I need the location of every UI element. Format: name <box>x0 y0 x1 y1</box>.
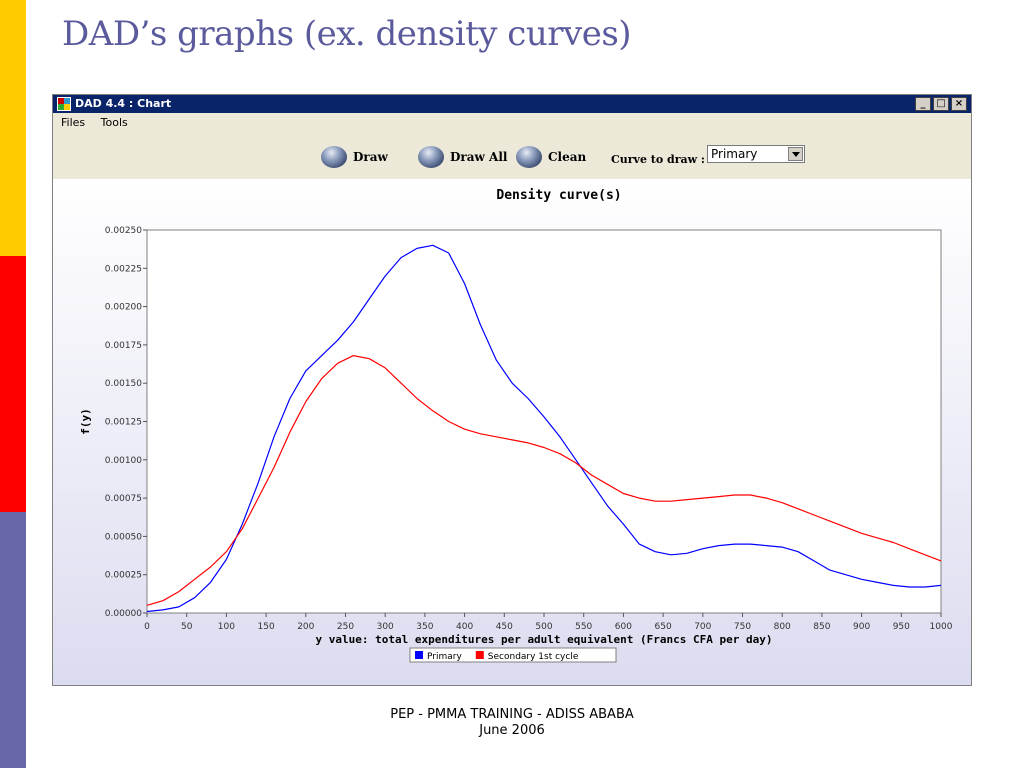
x-tick-label: 600 <box>615 622 632 632</box>
x-tick-label: 550 <box>575 622 592 632</box>
x-tick-label: 750 <box>734 622 751 632</box>
y-tick-label: 0.00200 <box>105 303 142 313</box>
window-titlebar[interactable]: DAD 4.4 : Chart _ □ × <box>53 95 971 113</box>
x-tick-label: 500 <box>535 622 552 632</box>
curve-to-draw-label: Curve to draw : <box>611 153 705 166</box>
x-tick-label: 950 <box>893 622 910 632</box>
draw-button-label: Draw <box>353 150 388 164</box>
chevron-down-icon[interactable] <box>788 147 803 161</box>
y-axis-label: f(y) <box>79 408 92 435</box>
x-tick-label: 700 <box>694 622 711 632</box>
y-tick-label: 0.00225 <box>105 264 142 274</box>
footer-line-1: PEP - PMMA TRAINING - ADISS ABABA <box>390 707 634 722</box>
legend-label-0: Primary <box>427 652 462 662</box>
y-tick-label: 0.00125 <box>105 418 142 428</box>
clean-button[interactable]: Clean <box>516 145 586 169</box>
app-icon <box>57 97 71 111</box>
menu-files[interactable]: Files <box>61 116 86 129</box>
legend-label-1: Secondary 1st cycle <box>488 652 579 662</box>
y-tick-label: 0.00075 <box>105 494 142 504</box>
x-tick-label: 900 <box>853 622 870 632</box>
slide-accent-bar-blue <box>0 512 26 768</box>
y-tick-label: 0.00150 <box>105 379 142 389</box>
x-tick-label: 800 <box>774 622 791 632</box>
series-line-1 <box>146 355 942 606</box>
y-tick-label: 0.00000 <box>105 609 142 619</box>
legend-swatch-1 <box>475 651 484 659</box>
slide-accent-bar-yellow <box>0 0 26 256</box>
globe-icon <box>516 146 542 168</box>
y-tick-label: 0.00025 <box>105 571 142 581</box>
slide-accent-bar-red <box>0 256 26 512</box>
plot-area <box>146 229 942 614</box>
chart-title: Density curve(s) <box>496 188 621 203</box>
x-tick-label: 1000 <box>930 622 953 632</box>
close-button[interactable]: × <box>951 97 967 111</box>
y-tick-label: 0.00050 <box>105 532 142 542</box>
minimize-button[interactable]: _ <box>915 97 931 111</box>
legend-box <box>409 647 617 663</box>
draw-all-button[interactable]: Draw All <box>418 145 507 169</box>
window-title: DAD 4.4 : Chart <box>75 97 172 110</box>
toolbar: Draw Draw All Clean Curve to draw : Prim… <box>53 133 971 179</box>
menubar: Files Tools <box>53 113 971 134</box>
x-tick-label: 250 <box>337 622 354 632</box>
window-controls: _ □ × <box>915 97 967 111</box>
x-tick-label: 200 <box>297 622 314 632</box>
app-window: DAD 4.4 : Chart _ □ × Files Tools Draw D… <box>52 94 972 686</box>
x-tick-label: 400 <box>456 622 473 632</box>
x-tick-label: 50 <box>181 622 193 632</box>
legend-swatch-0 <box>415 651 423 659</box>
y-tick-label: 0.00250 <box>105 226 142 236</box>
slide-title: DAD’s graphs (ex. density curves) <box>62 14 632 54</box>
density-chart: Density curve(s) 0.00000 0.00025 0.00050 0.0… <box>79 188 953 663</box>
x-tick-label: 450 <box>496 622 513 632</box>
x-tick-label: 650 <box>655 622 672 632</box>
series-line-0 <box>146 244 942 613</box>
globe-icon <box>418 146 444 168</box>
x-tick-label: 150 <box>258 622 275 632</box>
menu-tools[interactable]: Tools <box>100 116 128 129</box>
y-tick-label: 0.00175 <box>105 341 142 351</box>
x-tick-label: 850 <box>813 622 830 632</box>
curve-select-value: Primary <box>711 147 758 161</box>
y-tick-label: 0.00100 <box>105 456 142 466</box>
x-tick-label: 300 <box>377 622 394 632</box>
maximize-button[interactable]: □ <box>933 97 949 111</box>
draw-all-button-label: Draw All <box>450 150 508 164</box>
curve-select[interactable]: Primary <box>707 145 805 163</box>
chart-panel: Density curve(s) 0.00000 0.00025 0.00050 0.0… <box>53 179 971 685</box>
draw-button[interactable]: Draw <box>321 145 388 169</box>
x-tick-label: 100 <box>218 622 235 632</box>
x-tick-label: 0 <box>144 622 150 632</box>
x-tick-label: 350 <box>416 622 433 632</box>
globe-icon <box>321 146 347 168</box>
x-axis-label: y value: total expenditures per adult eq… <box>316 633 773 646</box>
footer-line-2: June 2006 <box>479 723 545 738</box>
clean-button-label: Clean <box>548 150 587 164</box>
